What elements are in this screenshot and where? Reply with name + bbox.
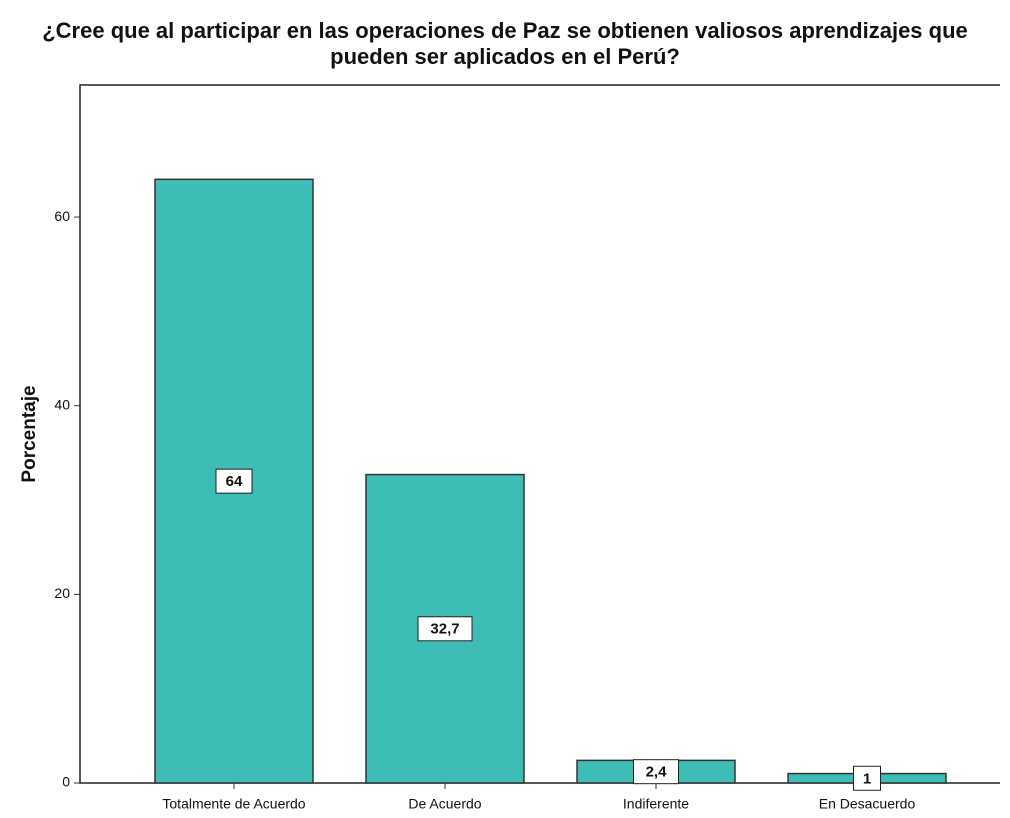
chart-title: ¿Cree que al participar en las operacion… — [42, 18, 968, 69]
value-label: 64 — [226, 473, 243, 490]
y-axis-label: Porcentaje — [19, 385, 40, 482]
x-tick-label: Indiferente — [623, 796, 689, 812]
x-tick-label: Totalmente de Acuerdo — [162, 796, 305, 812]
value-label: 2,4 — [646, 764, 668, 781]
value-label-box — [215, 468, 253, 494]
y-tick-label: 20 — [54, 585, 70, 601]
value-label: 1 — [863, 770, 871, 787]
y-tick-label: 0 — [62, 774, 70, 790]
value-label-box — [633, 759, 679, 785]
value-label-box — [417, 616, 473, 642]
value-label-box — [853, 765, 881, 791]
plot-frame — [79, 84, 1000, 784]
y-tick-label: 60 — [54, 208, 70, 224]
x-tick-label: En Desacuerdo — [819, 796, 916, 812]
x-tick-label: De Acuerdo — [408, 796, 481, 812]
value-label: 32,7 — [430, 621, 459, 638]
y-tick-label: 40 — [54, 396, 70, 412]
